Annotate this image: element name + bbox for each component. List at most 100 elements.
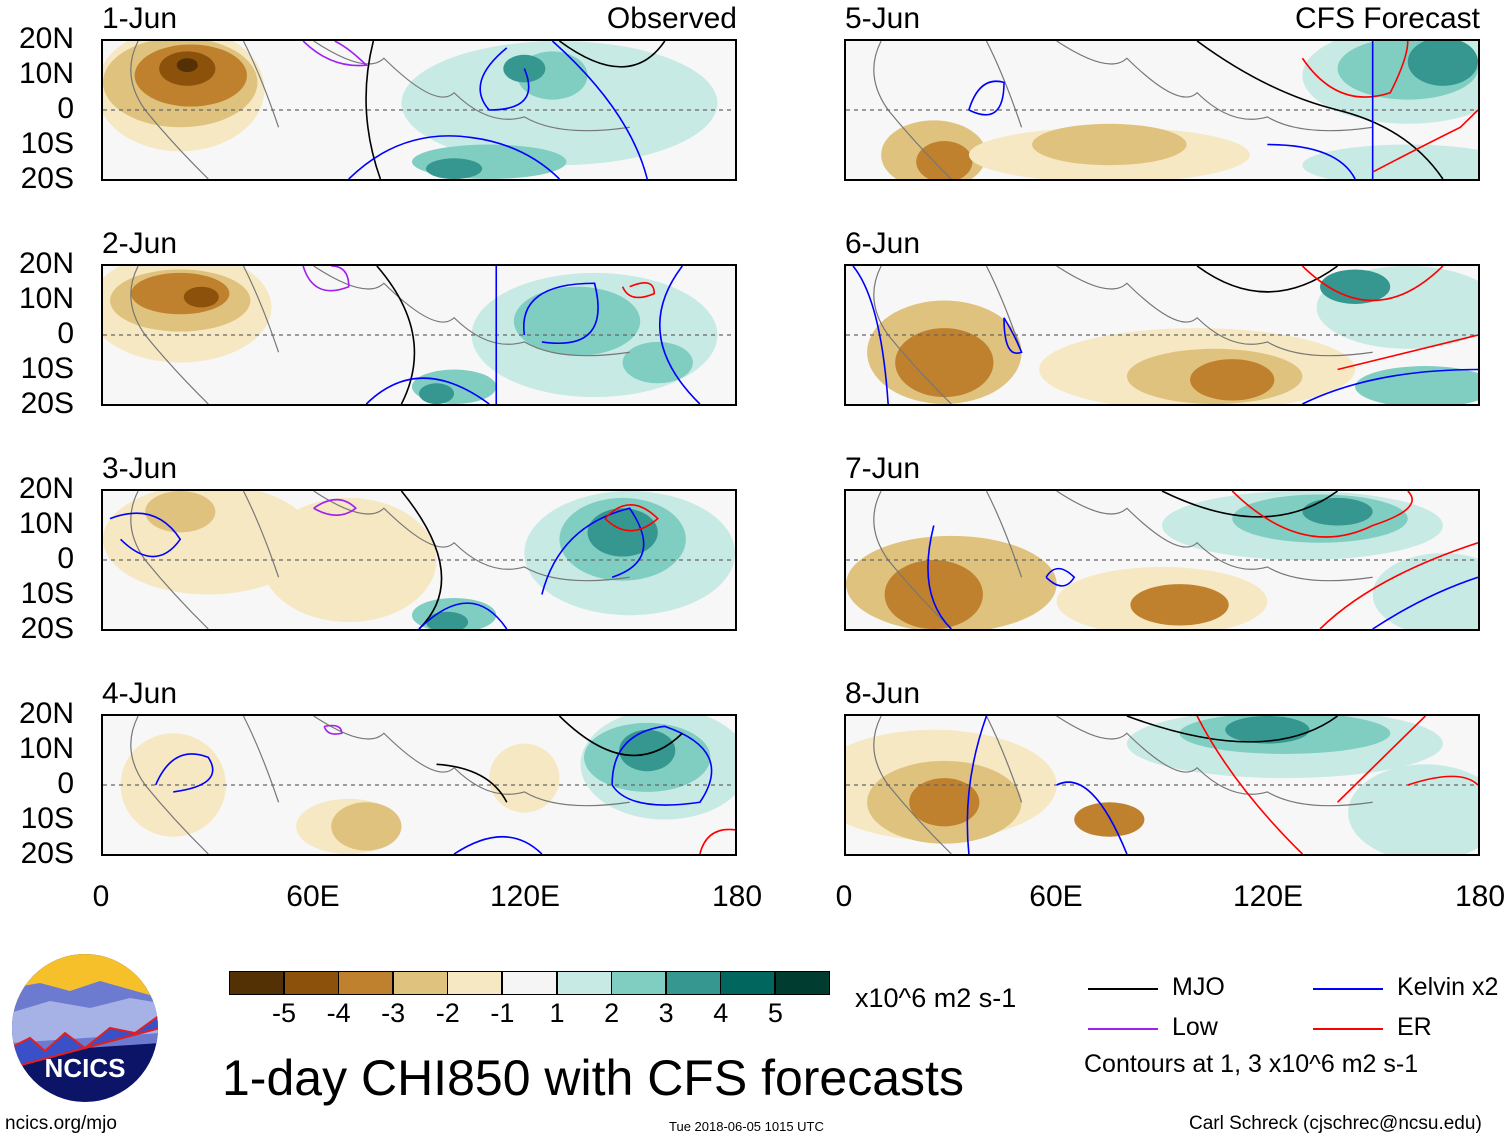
footer-url[interactable]: ncics.org/mjo [5, 1113, 117, 1134]
anomaly-shading [426, 611, 469, 629]
anomaly-shading [401, 41, 718, 166]
contour-line [401, 491, 441, 629]
anomaly-shading [183, 286, 219, 308]
contour-line [1338, 335, 1478, 370]
anomaly-shading [587, 508, 658, 557]
contour-line [349, 136, 560, 179]
contour-line [552, 41, 647, 179]
map-panel-8-Jun [844, 714, 1480, 856]
anomaly-shading [916, 141, 973, 179]
anomaly-shading [1032, 123, 1187, 166]
lat-label: 0 [57, 542, 74, 575]
contour-line [700, 829, 735, 854]
contour-line [1046, 569, 1074, 586]
anomaly-shading [419, 383, 455, 404]
legend-label: Kelvin x2 [1397, 973, 1499, 1001]
lat-label: 20N [18, 22, 74, 55]
colorbar-swatch [775, 971, 830, 995]
contour-line [303, 266, 349, 291]
contour-line [542, 508, 644, 594]
colorbar-swatch [338, 971, 394, 995]
colorbar-swatch [392, 971, 448, 995]
colorbar-units: x10^6 m2 s-1 [855, 983, 1017, 1013]
lat-label: 20S [20, 162, 74, 195]
colorbar-tick-label: 1 [549, 998, 565, 1028]
footer-author: Carl Schreck (cjschrec@ncsu.edu) [1189, 1113, 1482, 1134]
anomaly-shading [1074, 802, 1145, 837]
lat-label: 20N [18, 247, 74, 280]
logo-text: NCICS [45, 1053, 126, 1083]
lat-label: 0 [57, 317, 74, 350]
panel-date: 3-Jun [102, 452, 178, 485]
contour-line [559, 716, 682, 755]
anomaly-shading [261, 497, 437, 623]
colorbar-tick-label: 3 [658, 998, 674, 1028]
colorbar-swatch [665, 971, 721, 995]
legend-swatch-er [1313, 1028, 1383, 1030]
contour-note: Contours at 1, 3 x10^6 m2 s-1 [1084, 1050, 1419, 1078]
legend-swatch-low [1088, 1028, 1158, 1030]
contour-line [1127, 716, 1338, 742]
panel-date: 5-Jun [845, 2, 921, 35]
contour-line [1302, 370, 1478, 405]
anomaly-shading [1190, 359, 1275, 401]
contour-line [1302, 41, 1407, 97]
contour-line [1373, 577, 1478, 629]
anomaly-shading [145, 491, 216, 533]
contour-line [1267, 145, 1355, 180]
contour-line [928, 526, 951, 630]
contour-line [454, 837, 542, 854]
contour-line [1197, 716, 1302, 854]
colorbar-tick-label: -2 [435, 998, 460, 1028]
contour-line [419, 603, 507, 629]
colorbar-tick-label: 2 [604, 998, 620, 1028]
lat-label: 0 [57, 92, 74, 125]
contour-line [1302, 266, 1442, 301]
lat-label: 20N [18, 697, 74, 730]
colorbar-tick-label: -5 [271, 998, 296, 1028]
contour-line [967, 716, 986, 854]
lat-label: 10N [18, 507, 74, 540]
contour-line [156, 754, 213, 792]
colorbar-tick-label: 5 [767, 998, 783, 1028]
anomaly-shading [1372, 553, 1478, 629]
lat-label: 20N [18, 472, 74, 505]
contour-line [303, 41, 366, 66]
anomaly-shading [1348, 764, 1478, 854]
colorbar-swatch [611, 971, 667, 995]
anomaly-shading [120, 733, 226, 837]
lat-label: 10N [18, 732, 74, 765]
anomaly-shading [426, 158, 483, 179]
anomaly-shading [619, 729, 676, 772]
lon-label: 0 [835, 880, 853, 913]
anomaly-shading [1320, 269, 1391, 304]
legend-swatch-mjo [1088, 988, 1158, 990]
anomaly-shading [1355, 366, 1478, 404]
contour-line [314, 500, 356, 516]
colorbar-swatch [720, 971, 776, 995]
contour-line [660, 266, 700, 404]
lon-label: 60E [286, 880, 340, 913]
footer-timestamp: Tue 2018-06-05 1015 UTC [669, 1119, 824, 1134]
contour-line [366, 41, 380, 179]
anomaly-shading [1130, 584, 1229, 626]
panel-date: 7-Jun [845, 452, 921, 485]
contour-line [969, 81, 1004, 115]
panel-date: 6-Jun [845, 227, 921, 260]
anomaly-shading [1407, 41, 1478, 86]
observed-label: Observed [606, 2, 737, 35]
ncics-logo: NCICS [10, 953, 160, 1103]
lat-label: 10S [20, 352, 74, 385]
lat-label: 10S [20, 802, 74, 835]
contour-line [480, 48, 529, 110]
anomaly-shading [331, 802, 402, 851]
colorbar-swatch [502, 971, 557, 995]
colorbar-tick-label: -4 [326, 998, 351, 1028]
forecast-label: CFS Forecast [1294, 2, 1480, 35]
map-panel-5-Jun [844, 39, 1480, 181]
contour-line [1232, 491, 1412, 537]
contour-line [1338, 716, 1426, 802]
legend-swatch-kelvin [1313, 988, 1383, 990]
lat-label: 10N [18, 282, 74, 315]
legend-label: Low [1172, 1013, 1218, 1041]
